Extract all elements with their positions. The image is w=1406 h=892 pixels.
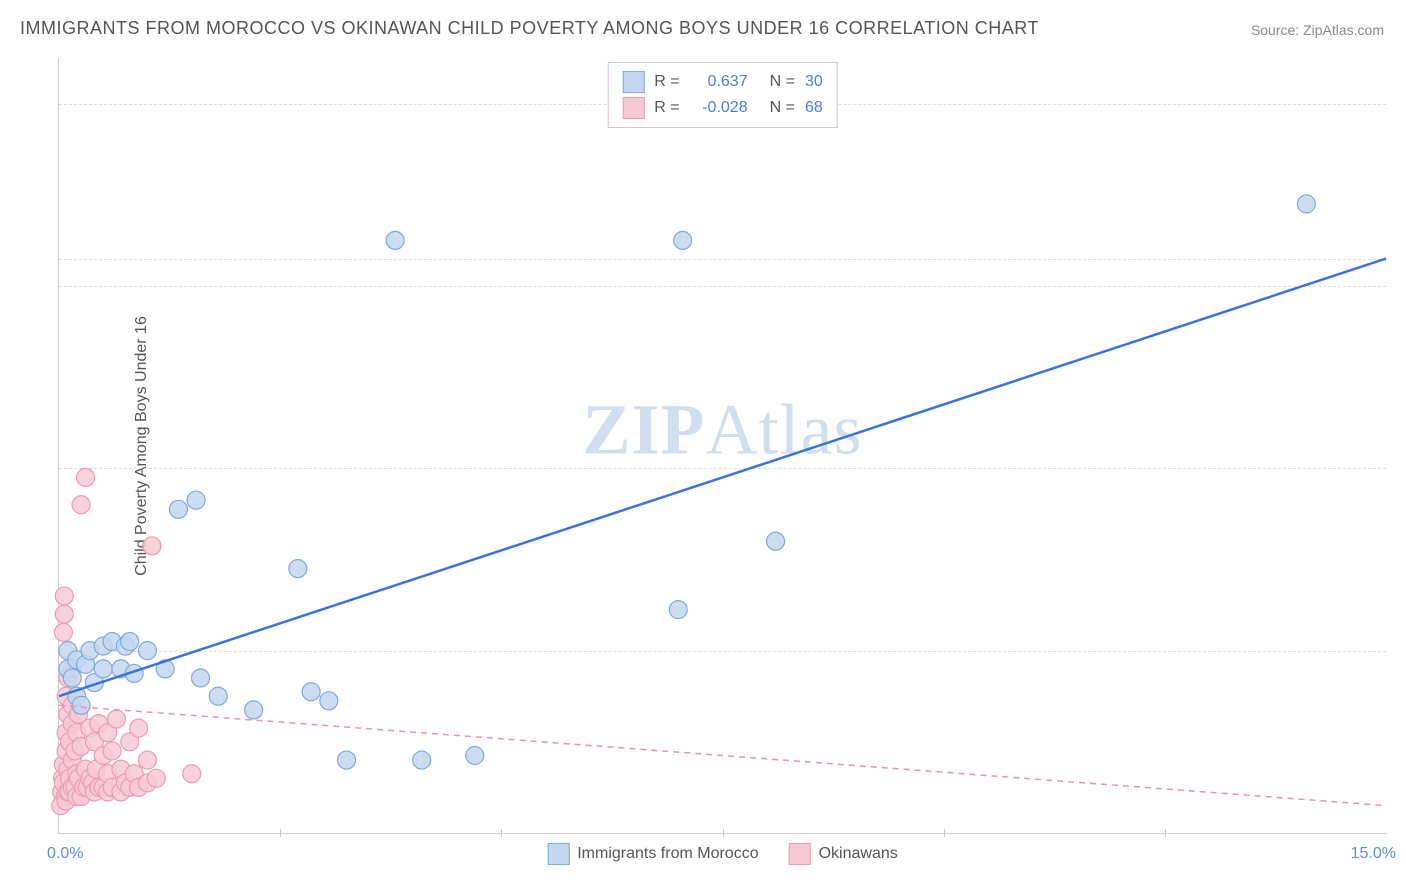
data-point-okinawans xyxy=(54,623,72,641)
chart-plot-area: ZIPAtlas 20.0%40.0%60.0%80.0% 0.0% 15.0%… xyxy=(58,58,1386,834)
data-source-label: Source: ZipAtlas.com xyxy=(1251,22,1384,38)
data-point-morocco xyxy=(320,692,338,710)
legend-R-label: R = xyxy=(654,99,679,117)
data-point-morocco xyxy=(121,633,139,651)
data-point-okinawans xyxy=(147,769,165,787)
legend-label-morocco: Immigrants from Morocco xyxy=(577,845,758,863)
data-point-morocco xyxy=(138,642,156,660)
correlation-legend: R = 0.637 N = 30 R = -0.028 N = 68 xyxy=(607,62,837,128)
x-axis-min-label: 0.0% xyxy=(47,845,83,863)
legend-R-value-morocco: 0.637 xyxy=(690,73,748,91)
data-point-morocco xyxy=(1297,195,1315,213)
trend-line-okinawans xyxy=(59,705,1386,805)
data-point-morocco xyxy=(413,751,431,769)
legend-N-label: N = xyxy=(770,73,795,91)
data-point-morocco xyxy=(669,601,687,619)
legend-swatch-okinawans-b xyxy=(789,843,811,865)
legend-R-label: R = xyxy=(654,73,679,91)
legend-item-okinawans: Okinawans xyxy=(789,843,898,865)
chart-title: IMMIGRANTS FROM MOROCCO VS OKINAWAN CHIL… xyxy=(20,18,1039,39)
data-point-morocco xyxy=(338,751,356,769)
legend-row-morocco: R = 0.637 N = 30 xyxy=(622,69,822,95)
data-point-morocco xyxy=(192,669,210,687)
data-point-okinawans xyxy=(108,710,126,728)
scatter-svg xyxy=(59,58,1386,833)
data-point-morocco xyxy=(674,231,692,249)
data-point-okinawans xyxy=(77,468,95,486)
legend-swatch-morocco-b xyxy=(547,843,569,865)
legend-swatch-okinawans xyxy=(622,97,644,119)
data-point-morocco xyxy=(169,500,187,518)
x-axis-max-label: 15.0% xyxy=(1351,845,1396,863)
legend-row-okinawans: R = -0.028 N = 68 xyxy=(622,95,822,121)
data-point-morocco xyxy=(289,560,307,578)
data-point-morocco xyxy=(187,491,205,509)
series-legend: Immigrants from Morocco Okinawans xyxy=(547,843,898,865)
data-point-morocco xyxy=(94,660,112,678)
legend-label-okinawans: Okinawans xyxy=(819,845,898,863)
data-point-okinawans xyxy=(138,751,156,769)
data-point-okinawans xyxy=(55,605,73,623)
legend-N-value-okinawans: 68 xyxy=(805,99,823,117)
data-point-okinawans xyxy=(143,537,161,555)
legend-item-morocco: Immigrants from Morocco xyxy=(547,843,758,865)
data-point-morocco xyxy=(386,231,404,249)
data-point-morocco xyxy=(63,669,81,687)
data-point-morocco xyxy=(72,696,90,714)
legend-swatch-morocco xyxy=(622,71,644,93)
data-point-okinawans xyxy=(55,587,73,605)
trend-line-morocco xyxy=(59,259,1386,697)
data-point-okinawans xyxy=(183,765,201,783)
legend-N-label: N = xyxy=(770,99,795,117)
data-point-okinawans xyxy=(72,496,90,514)
data-point-morocco xyxy=(245,701,263,719)
data-point-morocco xyxy=(302,683,320,701)
data-point-okinawans xyxy=(103,742,121,760)
data-point-morocco xyxy=(466,747,484,765)
data-point-okinawans xyxy=(130,719,148,737)
legend-R-value-okinawans: -0.028 xyxy=(690,99,748,117)
data-point-morocco xyxy=(767,532,785,550)
legend-N-value-morocco: 30 xyxy=(805,73,823,91)
data-point-morocco xyxy=(209,687,227,705)
